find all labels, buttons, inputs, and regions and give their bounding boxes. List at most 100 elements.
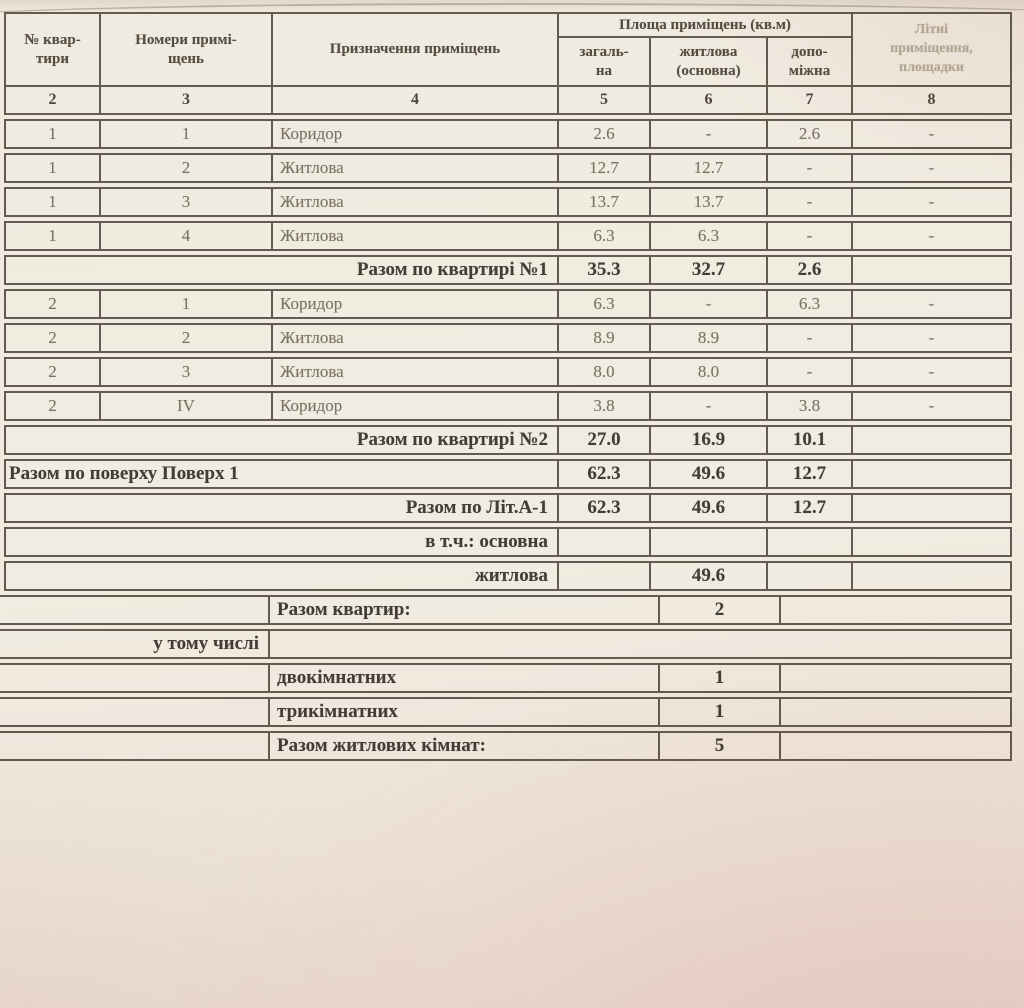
total-aux: 12.7 xyxy=(766,461,851,487)
total-aux: 12.7 xyxy=(766,495,851,521)
cell-area-total: 8.9 xyxy=(557,325,649,351)
header-area-total: загаль- на xyxy=(579,44,629,79)
table-row: 1 3 Житлова 13.7 13.7 - - xyxy=(4,187,1012,217)
summary-including-row: у тому числі xyxy=(0,629,1012,659)
table-row: 2 IV Коридор 3.8 - 3.8 - xyxy=(4,391,1012,421)
cell-summer: - xyxy=(851,155,1010,181)
empty-cell xyxy=(0,699,268,725)
cell-apartment: 2 xyxy=(48,294,57,313)
cell-summer: - xyxy=(851,291,1010,317)
summary-two-room-row: двокімнатних 1 xyxy=(0,663,1012,693)
cell-apartment: 1 xyxy=(48,226,57,245)
cell-room-number: 4 xyxy=(99,223,271,249)
cell-area-living: - xyxy=(649,393,766,419)
header-summer-premises: Літні приміщення, площадки xyxy=(851,14,1010,85)
table-row: 1 4 Житлова 6.3 6.3 - - xyxy=(4,221,1012,251)
cell-area-aux: 2.6 xyxy=(766,121,851,147)
including-main-row: в т.ч.: основна xyxy=(4,527,1012,557)
total-living: 16.9 xyxy=(649,427,766,453)
table-row: 1 1 Коридор 2.6 - 2.6 - xyxy=(4,119,1012,149)
empty-cell xyxy=(766,563,851,589)
cell-purpose: Житлова xyxy=(271,189,557,215)
summary-rooms-total-row: Разом житлових кімнат: 5 xyxy=(0,731,1012,761)
total-living: 49.6 xyxy=(649,461,766,487)
summary-label: трикімнатних xyxy=(268,699,658,725)
cell-purpose: Житлова xyxy=(271,359,557,385)
cell-area-total: 6.3 xyxy=(557,223,649,249)
cell-area-total: 2.6 xyxy=(557,121,649,147)
total-area: 62.3 xyxy=(557,495,649,521)
empty-cell xyxy=(851,495,1010,521)
empty-cell xyxy=(851,563,1010,589)
cell-purpose: Коридор xyxy=(271,291,557,317)
cell-area-aux: - xyxy=(766,189,851,215)
column-number: 3 xyxy=(99,87,271,113)
header-purpose: Призначення приміщень xyxy=(271,14,557,85)
empty-cell xyxy=(779,597,1010,623)
row-label: житлова xyxy=(474,565,548,586)
table-row: 1 2 Житлова 12.7 12.7 - - xyxy=(4,153,1012,183)
table-row: 2 1 Коридор 6.3 - 6.3 - xyxy=(4,289,1012,319)
empty-cell xyxy=(0,733,268,759)
total-label: Разом по Літ.А-1 xyxy=(405,497,548,518)
total-area: 62.3 xyxy=(557,461,649,487)
empty-cell xyxy=(0,597,268,623)
cell-purpose: Коридор xyxy=(271,393,557,419)
empty-cell xyxy=(649,529,766,555)
cell-summer: - xyxy=(851,393,1010,419)
cell-area-total: 3.8 xyxy=(557,393,649,419)
cell-purpose: Житлова xyxy=(271,325,557,351)
cell-area-living: 6.3 xyxy=(649,223,766,249)
cell-summer: - xyxy=(851,359,1010,385)
cell-area-total: 12.7 xyxy=(557,155,649,181)
empty-cell xyxy=(779,699,1010,725)
table-row: 2 2 Житлова 8.9 8.9 - - xyxy=(4,323,1012,353)
cell-room-number: 2 xyxy=(99,155,271,181)
empty-cell xyxy=(851,427,1010,453)
cell-summer: - xyxy=(851,223,1010,249)
cell-area-total: 6.3 xyxy=(557,291,649,317)
total-living: 32.7 xyxy=(649,257,766,283)
cell-apartment: 1 xyxy=(48,158,57,177)
cell-area-total: 13.7 xyxy=(557,189,649,215)
header-apartment-number: № квар- тири xyxy=(24,32,81,67)
cell-room-number: 1 xyxy=(99,291,271,317)
cell-area-living: - xyxy=(649,121,766,147)
total-row-building: Разом по Літ.А-1 62.3 49.6 12.7 xyxy=(4,493,1012,523)
empty-cell xyxy=(0,665,268,691)
total-row-floor: Разом по поверху Поверх 1 62.3 49.6 12.7 xyxy=(4,459,1012,489)
table-header: № квар- тири Номери примі- щень Призначе… xyxy=(4,12,1012,115)
header-room-numbers: Номери примі- щень xyxy=(99,14,271,85)
cell-area-aux: - xyxy=(766,223,851,249)
cell-summer: - xyxy=(851,325,1010,351)
empty-cell xyxy=(557,563,649,589)
total-area: 27.0 xyxy=(557,427,649,453)
empty-cell xyxy=(779,733,1010,759)
cell-purpose: Коридор xyxy=(271,121,557,147)
living-area-row: житлова 49.6 xyxy=(4,561,1012,591)
column-number: 2 xyxy=(48,91,57,108)
header-area-living: житлова (основна) xyxy=(649,38,766,85)
total-label: Разом по квартирі №1 xyxy=(356,259,548,280)
summary-label: Разом житлових кімнат: xyxy=(268,733,658,759)
row-label: в т.ч.: основна xyxy=(425,531,548,552)
cell-room-number: 1 xyxy=(99,121,271,147)
empty-cell xyxy=(851,461,1010,487)
cell-area-living: 8.0 xyxy=(649,359,766,385)
summary-value: 1 xyxy=(658,665,779,691)
table-row: 2 3 Житлова 8.0 8.0 - - xyxy=(4,357,1012,387)
cell-area-living: 13.7 xyxy=(649,189,766,215)
total-label: Разом по квартирі №2 xyxy=(356,429,548,450)
floor-area-table: № квар- тири Номери примі- щень Призначе… xyxy=(0,12,1012,761)
cell-area-aux: - xyxy=(766,155,851,181)
cell-room-number: 3 xyxy=(99,359,271,385)
summary-three-room-row: трикімнатних 1 xyxy=(0,697,1012,727)
column-number: 8 xyxy=(851,87,1010,113)
summary-label: Разом квартир: xyxy=(268,597,658,623)
cell-room-number: 3 xyxy=(99,189,271,215)
column-numbering-row: 2 3 4 5 6 7 8 xyxy=(6,85,1010,113)
summary-label: у тому числі xyxy=(153,633,259,654)
cell-area-total: 8.0 xyxy=(557,359,649,385)
cell-apartment: 2 xyxy=(48,362,57,381)
cell-area-aux: 3.8 xyxy=(766,393,851,419)
